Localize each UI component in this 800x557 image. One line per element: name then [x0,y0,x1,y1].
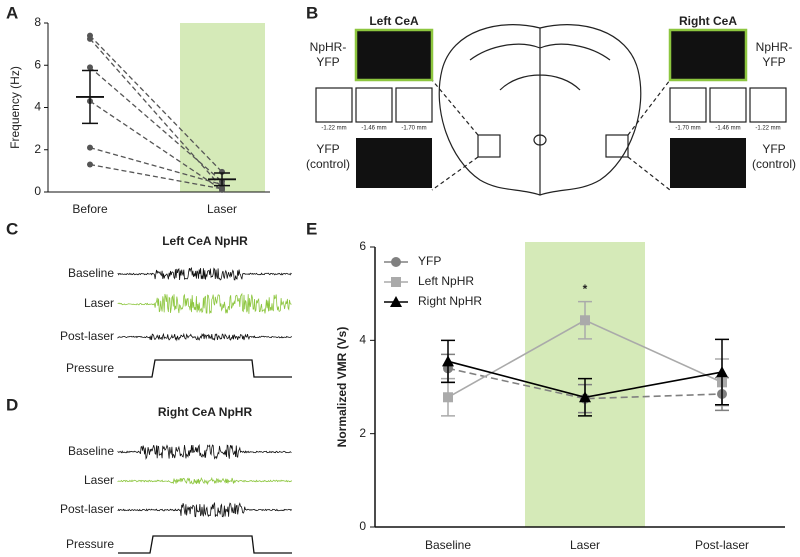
laser-shade [180,23,265,192]
annotation: * [583,282,588,296]
dot [87,144,93,151]
paired-line [89,38,223,189]
inset-label: YFP [316,142,339,156]
emg-trace [117,444,292,460]
marker [716,366,728,378]
mm-label: -1.70 mm [401,126,426,132]
emg-trace [117,332,292,342]
trace-label: Post-laser [60,329,114,343]
atlas-box [709,87,747,123]
panel-letter: D [6,395,18,414]
emg-trace [117,476,292,486]
marker [443,392,453,403]
inset-label: (control) [306,157,350,171]
panel-letter: C [6,219,18,238]
panel-letter: A [6,3,18,22]
paired-line [89,100,223,191]
inset-label: YFP [316,55,339,69]
inset-label: NpHR- [310,40,347,54]
image-inset [354,28,434,82]
x-tick-label: Laser [570,538,600,552]
trace-label: Pressure [66,361,114,375]
y-axis-label: Frequency (Hz) [8,66,22,149]
legend-label: Left NpHR [418,274,474,288]
inset-label: YFP [762,142,785,156]
y-tick-label: 2 [359,426,366,440]
emg-trace [117,266,292,281]
legend-label: YFP [418,254,441,268]
trace-label: Baseline [68,266,114,280]
pressure-trace [118,359,292,378]
legend-label: Right NpHR [418,294,482,308]
image-inset [668,28,748,82]
legend-marker [390,296,402,307]
atlas-box [315,87,353,123]
y-tick-label: 4 [359,333,366,347]
brain-structure [533,134,547,146]
trace-label: Laser [84,473,114,487]
pressure-trace [118,535,292,554]
dot [87,64,93,71]
x-tick-label: Baseline [425,538,471,552]
mm-label: -1.46 mm [715,126,740,132]
dot [87,161,93,168]
atlas-box [355,87,393,123]
dot [87,35,93,42]
y-tick-label: 0 [34,184,41,198]
y-tick-label: 8 [34,15,41,29]
marker [580,315,590,326]
mm-label: -1.46 mm [361,126,386,132]
brain-midline [469,28,611,195]
inset-label: (control) [752,157,796,171]
atlas-box [395,87,433,123]
x-tick-label: Before [72,202,108,216]
inset-label: NpHR- [756,40,793,54]
trace-title: Left CeA NpHR [162,234,248,248]
trace-title: Right CeA NpHR [158,405,253,419]
x-tick-label: Post-laser [695,538,749,552]
inset-title: Left CeA [369,14,419,28]
trace-label: Pressure [66,537,114,551]
trace-label: Laser [84,296,114,310]
marker [442,355,454,367]
paired-line [89,66,223,182]
panel-letter: E [306,219,317,238]
trace-label: Baseline [68,444,114,458]
error-bar [214,172,230,187]
mm-label: -1.22 mm [755,126,780,132]
paired-line [89,163,223,190]
roi-box [477,134,501,158]
y-tick-label: 0 [359,519,366,533]
y-axis-label: Normalized VMR (Vs) [335,327,349,448]
error-bar [82,69,98,125]
image-inset [356,138,432,188]
y-tick-label: 2 [34,142,41,156]
inset-label: YFP [762,55,785,69]
y-tick-label: 6 [34,57,41,71]
y-tick-label: 6 [359,239,366,253]
roi-box [605,134,629,158]
atlas-box [669,87,707,123]
atlas-box [749,87,787,123]
trace-label: Post-laser [60,502,114,516]
y-tick-label: 4 [34,100,41,114]
mm-label: -1.22 mm [321,126,346,132]
panel-letter: B [306,3,318,22]
legend-marker [391,257,401,267]
zoom-line [431,79,671,191]
series-line [447,367,723,400]
dot [219,185,225,192]
marker [579,391,591,403]
x-tick-label: Laser [207,202,237,216]
paired-line [89,147,223,186]
emg-trace [117,501,292,518]
mm-label: -1.70 mm [675,126,700,132]
emg-trace [117,292,292,315]
image-inset [670,138,746,188]
legend-marker [391,277,401,287]
inset-title: Right CeA [679,14,737,28]
brain-diagram [315,24,787,196]
